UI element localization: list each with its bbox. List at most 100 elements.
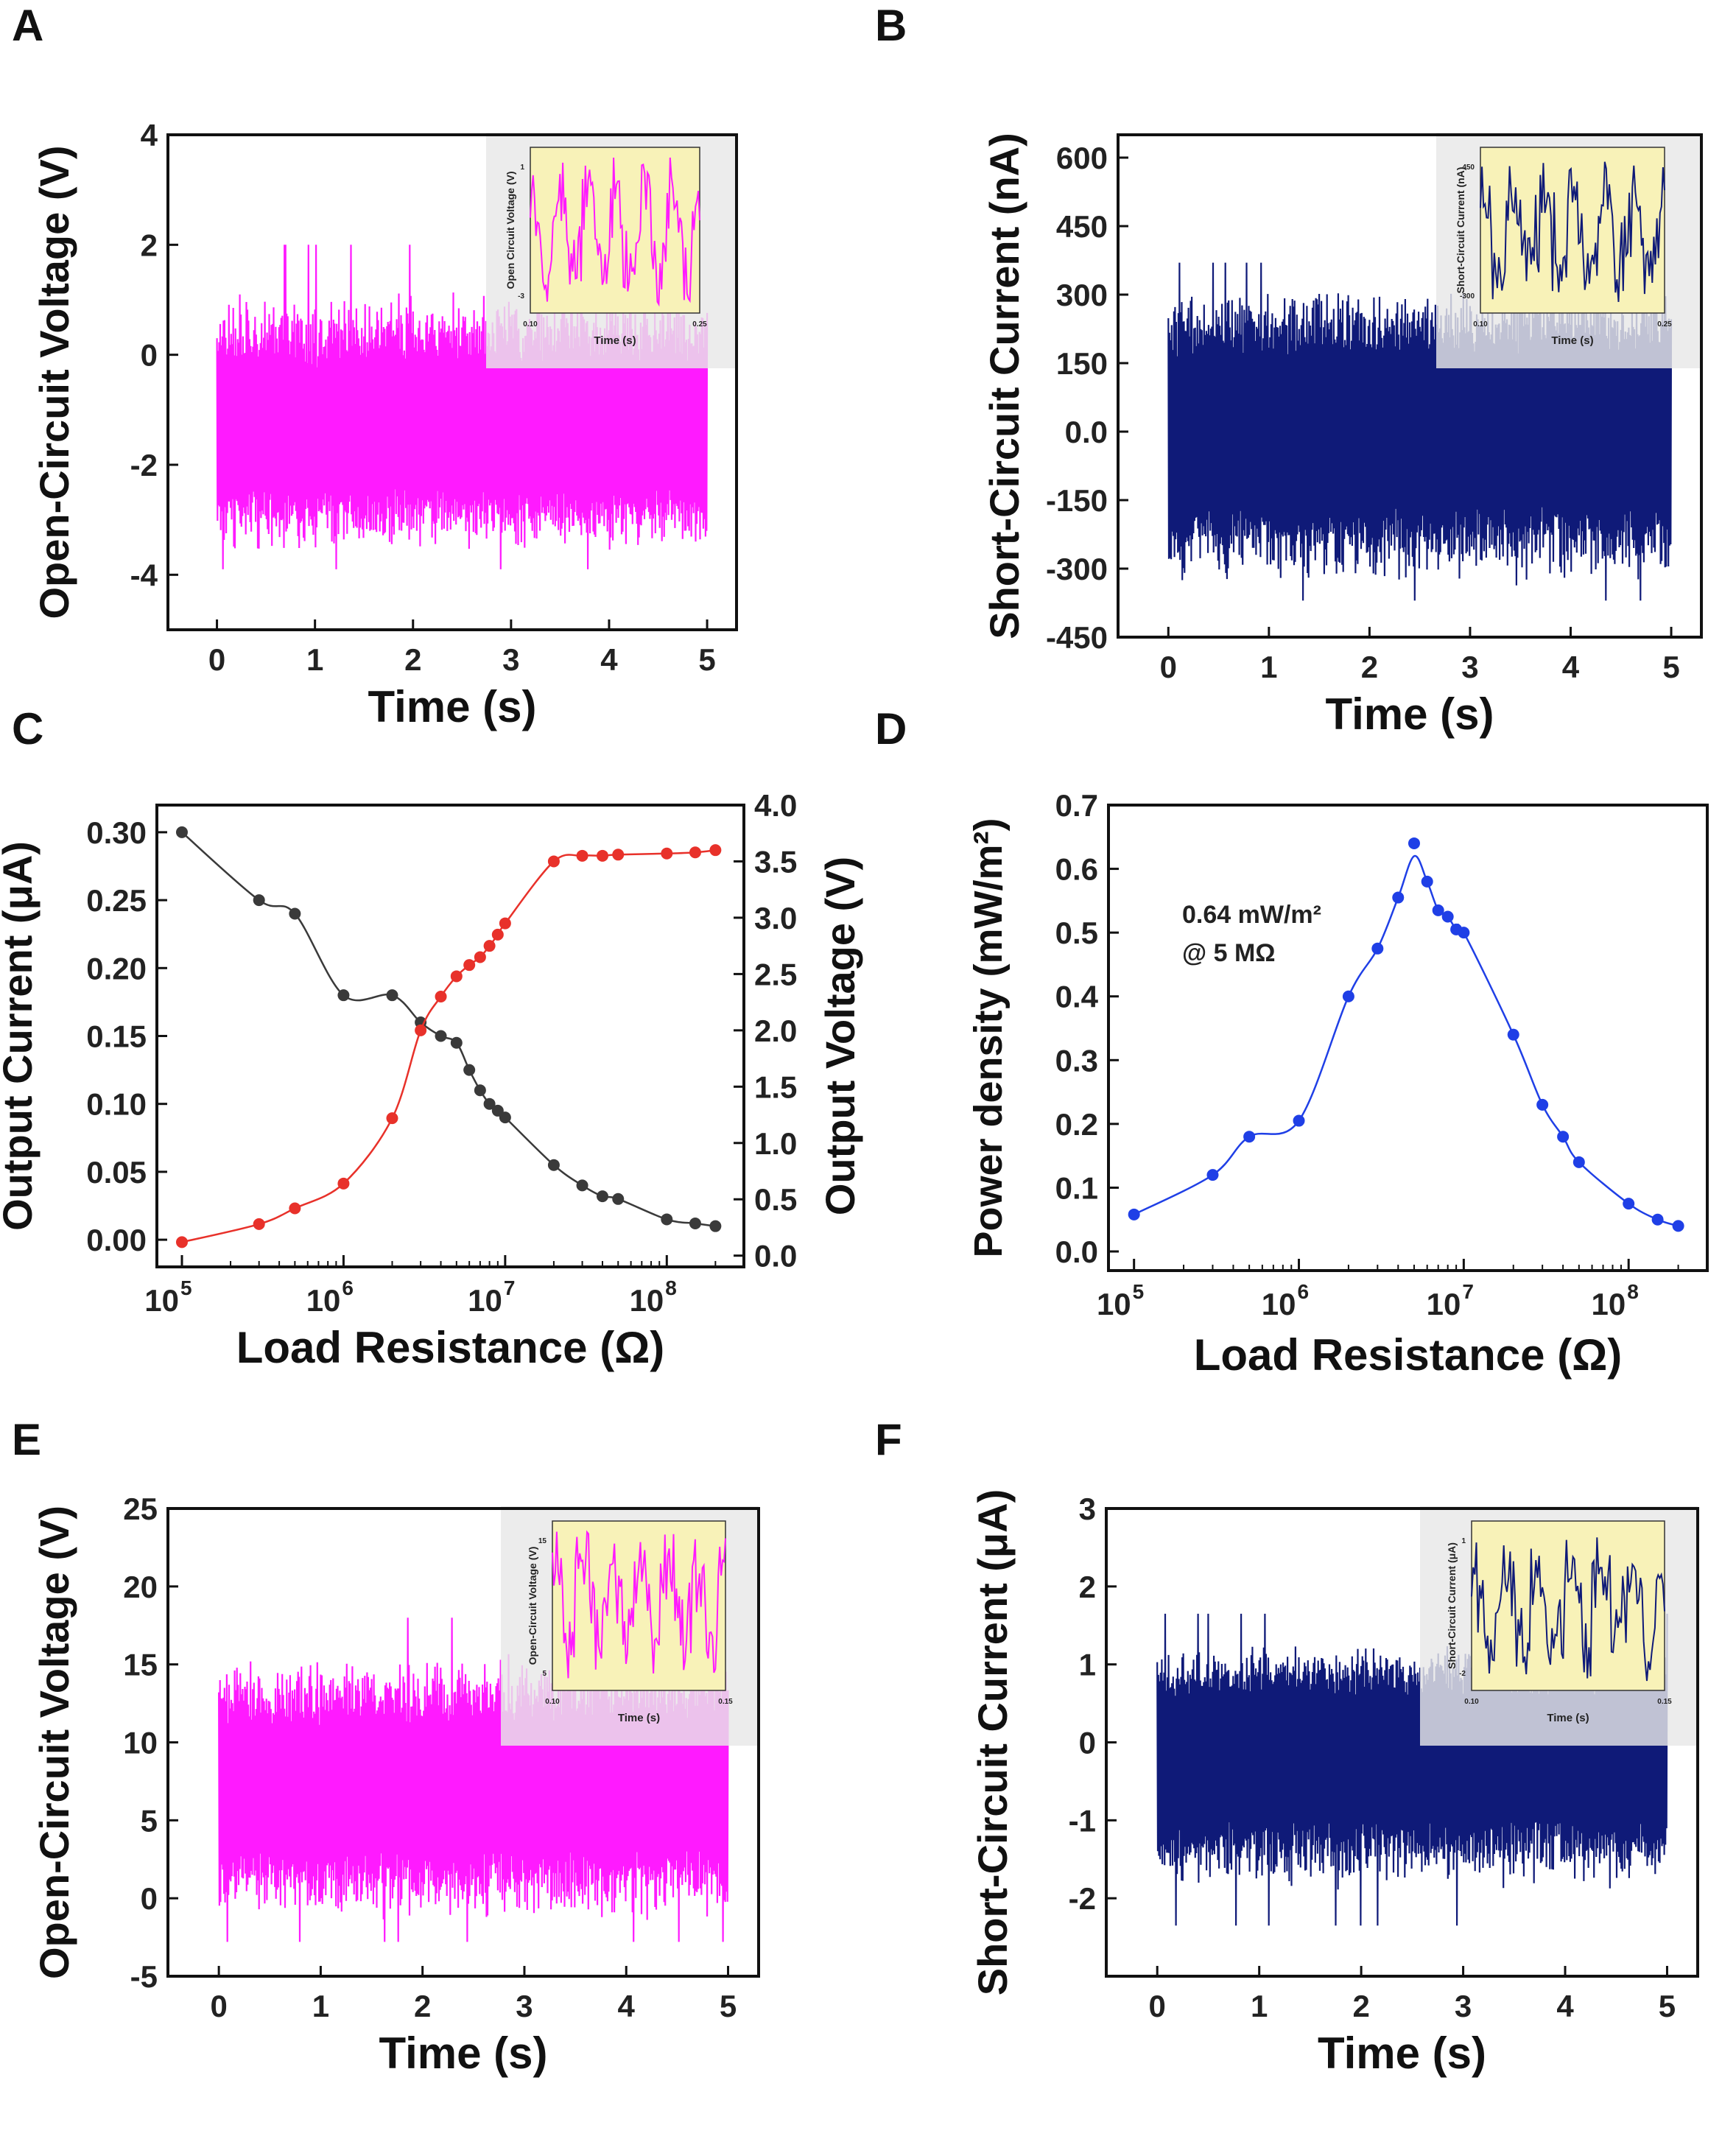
panel-c-point-voltage <box>337 1177 350 1190</box>
panel-d-xtick-base: 10 <box>1591 1287 1626 1321</box>
panel-c-ytick-left-label: 0.10 <box>86 1087 147 1122</box>
panel-f-ytick-label: 3 <box>1079 1492 1096 1526</box>
panel-e-inset-xlabel: Time (s) <box>618 1712 660 1724</box>
panel-b-ytick-label: 450 <box>1056 209 1108 244</box>
panel-d-xtick-base: 10 <box>1097 1287 1131 1321</box>
panel-c-ytick-left-label: 0.00 <box>86 1223 147 1257</box>
panel-a-ytick-label: 4 <box>141 118 158 152</box>
panel-c-xtick-base: 10 <box>630 1283 664 1318</box>
panel-c-point-current <box>289 907 301 920</box>
panel-b-ytick-label: 150 <box>1056 346 1108 381</box>
panel-b-inset-y-top: 450 <box>1462 164 1475 172</box>
panel-d-xtick-exp: 5 <box>1133 1280 1145 1303</box>
panel-d-ytick-label: 0.6 <box>1055 852 1098 887</box>
panel-c-ytick-right-label: 3.0 <box>754 901 797 935</box>
panel-d-point <box>1371 942 1384 955</box>
panel-a-axes-frame <box>166 133 738 631</box>
panel-a-ytick-label: 0 <box>141 338 158 373</box>
panel-d-annotation-line2: @ 5 MΩ <box>1182 939 1276 967</box>
panel-c-point-current <box>253 894 265 907</box>
panel-e-inset-x-to: 0.15 <box>718 1698 733 1706</box>
panel-f-ytick-label: -1 <box>1069 1803 1096 1838</box>
panel-a-inset-x-from: 0.10 <box>523 320 538 329</box>
panel-letter-b: B <box>875 1 907 50</box>
panel-letter-c: C <box>12 704 43 754</box>
panel-f-inset-plot-area <box>1471 1520 1665 1691</box>
panel-f-inset-y-bottom: -2 <box>1459 1670 1466 1678</box>
panel-f-xtick-label: 1 <box>1251 1989 1268 2023</box>
panel-e-xtick-label: 5 <box>720 1989 737 2023</box>
panel-d-point <box>1408 837 1420 849</box>
panel-c-point-voltage <box>709 844 722 857</box>
panel-c-point-voltage <box>253 1218 265 1230</box>
panel-f-xtick-label: 4 <box>1556 1989 1574 2023</box>
panel-b-xtick-label: 2 <box>1361 650 1378 684</box>
panel-d-ytick-label: 0.7 <box>1055 788 1098 823</box>
panel-d-ytick-label: 0.2 <box>1055 1107 1098 1142</box>
panel-d-point <box>1392 891 1405 904</box>
panel-c-point-current <box>661 1213 673 1226</box>
panel-b-inset-plot-area <box>1480 147 1665 314</box>
panel-c-xtick-exp: 6 <box>342 1276 354 1299</box>
panel-d-ytick-label: 0.5 <box>1055 916 1098 950</box>
panel-c-point-current <box>483 1097 496 1110</box>
panel-c-ytick-right-label: 0.5 <box>754 1182 797 1217</box>
panel-d-point <box>1672 1220 1684 1232</box>
panel-c-point-current <box>463 1064 476 1076</box>
panel-c-point-voltage <box>474 951 486 963</box>
panel-d-ytick-label: 0.1 <box>1055 1170 1098 1205</box>
panel-c-ytick-left-label: 0.15 <box>86 1019 147 1054</box>
panel-d-xtick-exp: 6 <box>1298 1280 1310 1303</box>
panel-a-inset-ylabel: Open Circuit Voltage (V) <box>505 172 516 289</box>
panel-c-point-current <box>175 826 188 838</box>
panel-f-xtick-label: 5 <box>1659 1989 1676 2023</box>
panel-a-xtick-label: 0 <box>208 642 225 677</box>
panel-e-xlabel: Time (s) <box>379 2029 548 2078</box>
panel-e-inset-y-top: 15 <box>538 1537 547 1545</box>
panel-e-ylabel: Open-Circuit Voltage (V) <box>31 1506 77 1979</box>
panel-c-point-current <box>499 1111 511 1124</box>
panel-a-inset-x-to: 0.25 <box>692 320 707 329</box>
panel-e-inset-trace <box>552 1530 726 1679</box>
panel-b-ytick-label: 0.0 <box>1065 415 1108 449</box>
panel-f-inset-y-top: 1 <box>1461 1537 1466 1545</box>
panel-b-xtick-label: 4 <box>1562 650 1580 684</box>
panel-c-point-current <box>576 1179 588 1192</box>
panel-d-xtick-base: 10 <box>1427 1287 1461 1321</box>
panel-c-point-current <box>689 1217 701 1229</box>
panel-a-inset-trace <box>530 157 700 307</box>
panel-f-ytick-label: -2 <box>1069 1881 1096 1916</box>
panel-b-inset-xlabel: Time (s) <box>1551 334 1593 347</box>
panel-d-point <box>1572 1156 1585 1168</box>
panel-c-point-voltage <box>491 928 504 941</box>
panel-d-point <box>1557 1131 1570 1143</box>
panel-e-xtick-label: 3 <box>516 1989 533 2023</box>
panel-d-axes-frame <box>1107 804 1709 1272</box>
panel-d-xtick-base: 10 <box>1262 1287 1296 1321</box>
panel-b-inset-x-to: 0.25 <box>1657 320 1672 329</box>
panel-f-ylabel: Short-Circuit Current (μA) <box>969 1489 1016 1996</box>
panel-c-ytick-right-label: 2.5 <box>754 957 797 991</box>
panel-b-inset-trace <box>1480 161 1665 302</box>
panel-d-annotation-line1: 0.64 mW/m² <box>1182 901 1321 929</box>
panel-c-point-current <box>337 989 350 1002</box>
panel-a-inset-xlabel: Time (s) <box>594 334 636 347</box>
panel-c-point-voltage <box>612 849 625 861</box>
panel-e-ytick-label: 5 <box>141 1803 158 1838</box>
panel-c-fit-curve-voltage <box>181 849 716 1243</box>
panel-d-xtick-exp: 8 <box>1627 1280 1639 1303</box>
panel-a-ytick-label: 2 <box>141 228 158 262</box>
panel-a-ytick-label: -4 <box>130 558 158 592</box>
panel-c-ytick-right-label: 4.0 <box>754 788 797 823</box>
panel-f-inset-xlabel: Time (s) <box>1547 1712 1589 1724</box>
panel-d-xtick-exp: 7 <box>1462 1280 1474 1303</box>
panel-b-ytick-label: 300 <box>1056 278 1108 312</box>
panel-d-point <box>1441 910 1454 923</box>
panel-f-ytick-label: 2 <box>1079 1570 1096 1604</box>
panel-b-inset-x-from: 0.10 <box>1473 320 1488 329</box>
panel-letter-d: D <box>875 704 907 754</box>
panel-c-point-current <box>596 1190 608 1203</box>
panel-e-xtick-label: 4 <box>618 1989 636 2023</box>
panel-b-inset-ylabel: Short-Circuit Current (nA) <box>1455 167 1466 294</box>
